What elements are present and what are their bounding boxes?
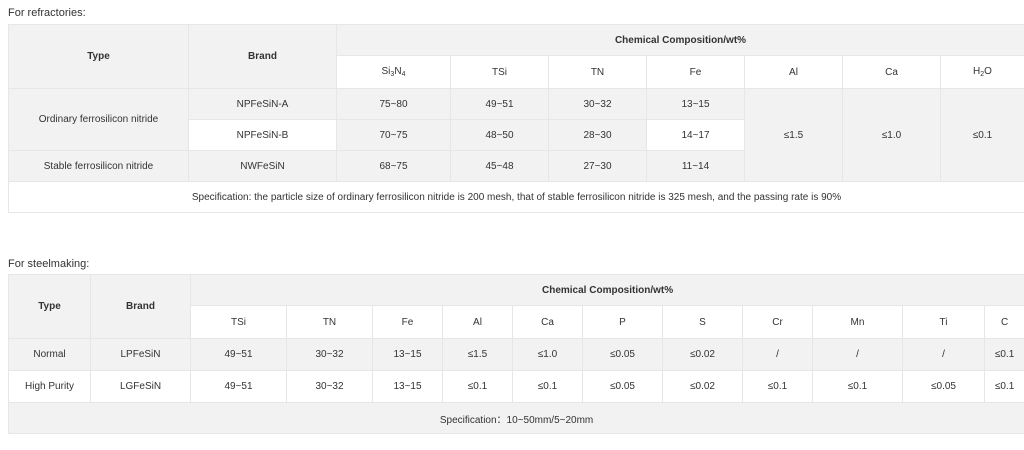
value-cell: 49~51 [190,338,287,371]
col-s: S [662,305,743,339]
refractories-caption: For refractories: [8,7,86,19]
value-cell: 49~51 [450,88,549,120]
value-cell: ≤0.1 [812,370,903,403]
specification-note: Specification：10~50mm/5~20mm [7,402,1024,434]
brand-cell: LGFeSiN [90,370,191,403]
col-tsi: TSi [450,55,549,89]
value-cell: / [812,338,903,371]
value-cell: ≤0.05 [582,370,663,403]
type-cell: Ordinary ferrosilicon nitride [8,88,189,151]
brand-cell: NWFeSiN [188,150,337,182]
value-cell: ≤0.02 [662,338,743,371]
table-row: Stable ferrosilicon nitride NWFeSiN 68~7… [8,150,1024,182]
col-ca: Ca [842,55,941,89]
table-row: High Purity LGFeSiN 49~51 30~32 13~15 ≤0… [8,370,1024,403]
value-cell: 27~30 [548,150,647,182]
value-cell: ≤0.1 [983,370,1024,403]
value-cell: ≤0.1 [983,338,1024,371]
value-cell: 13~15 [372,370,443,403]
value-cell: 13~15 [646,88,745,120]
value-cell: 48~50 [450,119,549,151]
type-cell: High Purity [8,370,91,403]
col-c: C [983,305,1024,339]
header-brand: Brand [90,274,191,339]
value-cell: 30~32 [548,88,647,120]
header-chemical-composition: Chemical Composition/wt% [189,274,1024,306]
brand-cell: LPFeSiN [90,338,191,371]
type-cell: Normal [8,338,91,371]
value-cell: 13~15 [372,338,443,371]
refractories-table: Type Brand Chemical Composition/wt% Si3N… [8,24,1024,213]
value-cell: 28~30 [548,119,647,151]
value-cell: 70~75 [336,119,451,151]
col-tn: TN [286,305,373,339]
col-h2o: H2O [940,55,1024,89]
col-mn: Mn [812,305,903,339]
col-ca: Ca [512,305,583,339]
value-cell: ≤0.1 [742,370,813,403]
col-si3n4: Si3N4 [336,55,451,89]
col-p: P [582,305,663,339]
col-fe: Fe [372,305,443,339]
value-cell: ≤1.0 [842,88,941,182]
value-cell: ≤0.1 [442,370,513,403]
value-cell: 14~17 [646,119,745,151]
value-cell: ≤0.02 [662,370,743,403]
col-ti: Ti [902,305,985,339]
value-cell: / [902,338,985,371]
table-row: NPFeSiN-B 70~75 48~50 28~30 14~17 [9,119,1024,151]
value-cell: 68~75 [336,150,451,182]
type-cell: Stable ferrosilicon nitride [8,150,189,182]
header-brand: Brand [188,24,337,89]
value-cell: / [742,338,813,371]
value-cell: ≤0.1 [940,88,1024,182]
header-type: Type [8,24,189,89]
table-row: Ordinary ferrosilicon nitride NPFeSiN-A … [8,88,1024,182]
col-al: Al [744,55,843,89]
value-cell: ≤0.05 [902,370,985,403]
table-row: Normal LPFeSiN 49~51 30~32 13~15 ≤1.5 ≤1… [8,338,1024,371]
value-cell: 30~32 [286,338,373,371]
col-al: Al [442,305,513,339]
col-cr: Cr [742,305,813,339]
value-cell: ≤0.05 [582,338,663,371]
col-fe: Fe [646,55,745,89]
value-cell: ≤1.0 [512,338,583,371]
col-tsi: TSi [190,305,287,339]
value-cell: ≤1.5 [744,88,843,182]
brand-cell: NPFeSiN-A [188,88,337,120]
value-cell: ≤0.1 [512,370,583,403]
value-cell: 11~14 [646,150,745,182]
header-chemical-composition: Chemical Composition/wt% [336,24,1024,56]
specification-note: Specification: the particle size of ordi… [8,181,1024,213]
value-cell: 75~80 [336,88,451,120]
steelmaking-table: Type Brand Chemical Composition/wt% TSi … [7,274,1024,434]
steelmaking-caption: For steelmaking: [8,258,90,270]
header-type: Type [8,274,91,339]
value-cell: ≤1.5 [442,338,513,371]
value-cell: 30~32 [286,370,373,403]
value-cell: 49~51 [190,370,287,403]
value-cell: 45~48 [450,150,549,182]
brand-cell: NPFeSiN-B [188,119,337,151]
col-tn: TN [548,55,647,89]
